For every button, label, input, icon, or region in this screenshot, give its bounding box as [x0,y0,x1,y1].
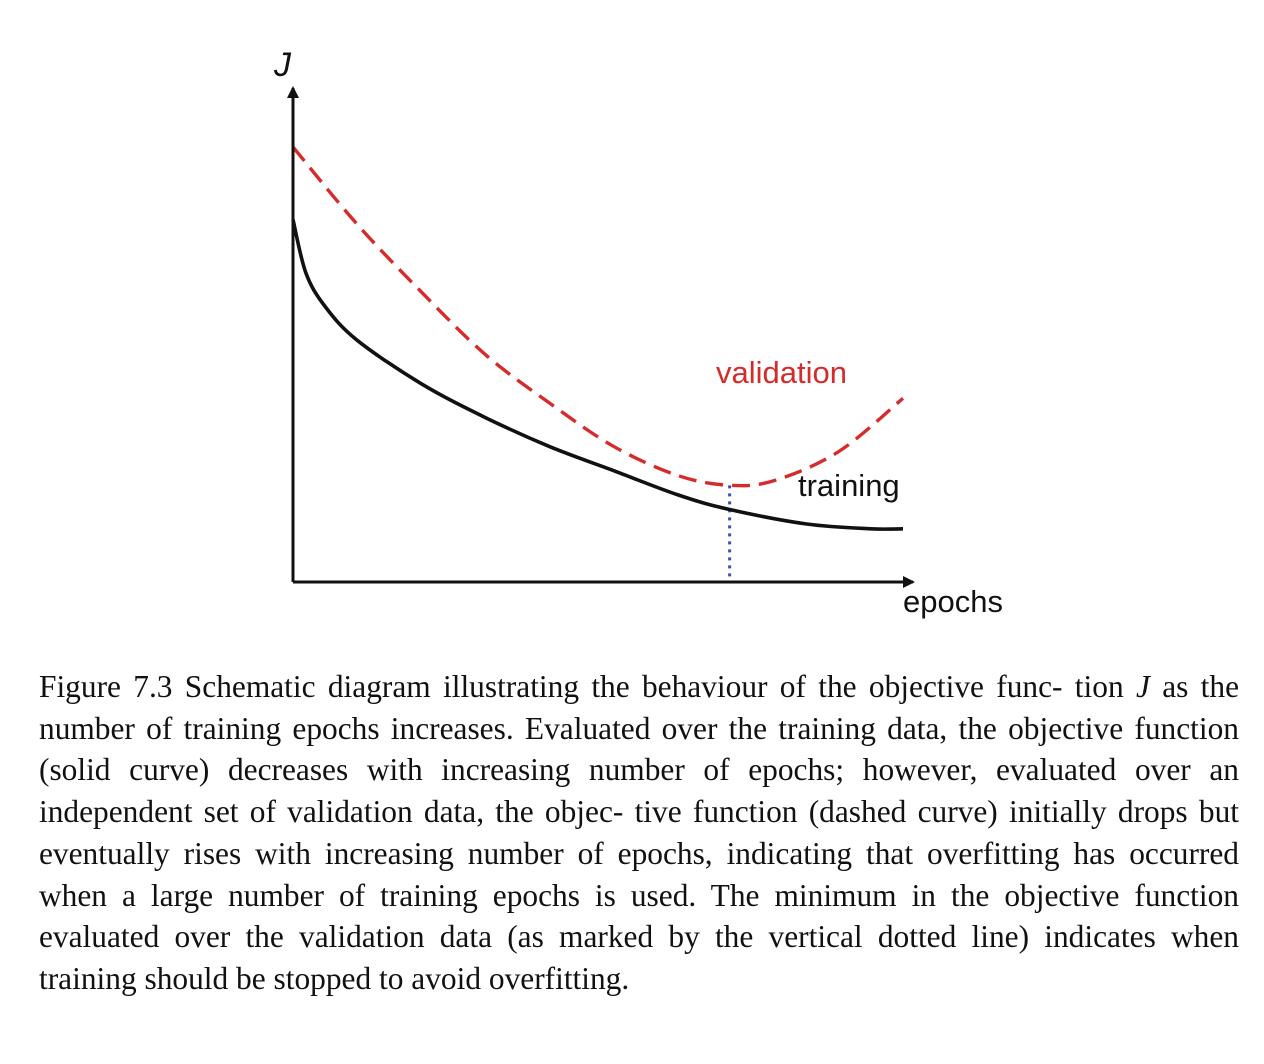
y-axis-label: J [273,46,292,84]
validation-curve [291,145,905,488]
plot-area [291,145,905,582]
caption-text: Figure 7.3 Schematic diagram illustratin… [39,669,1136,704]
training-series-label: training [798,468,900,503]
validation-series-label: validation [716,355,847,390]
training-curve [291,219,904,531]
figure-caption: Figure 7.3 Schematic diagram illustratin… [39,666,1239,1000]
caption-text: as the number of training epochs increas… [39,669,1239,996]
chart-figure: J epochs validation training [273,46,1003,619]
caption-math-symbol: J [1135,669,1150,704]
x-axis-label: epochs [903,584,1003,619]
